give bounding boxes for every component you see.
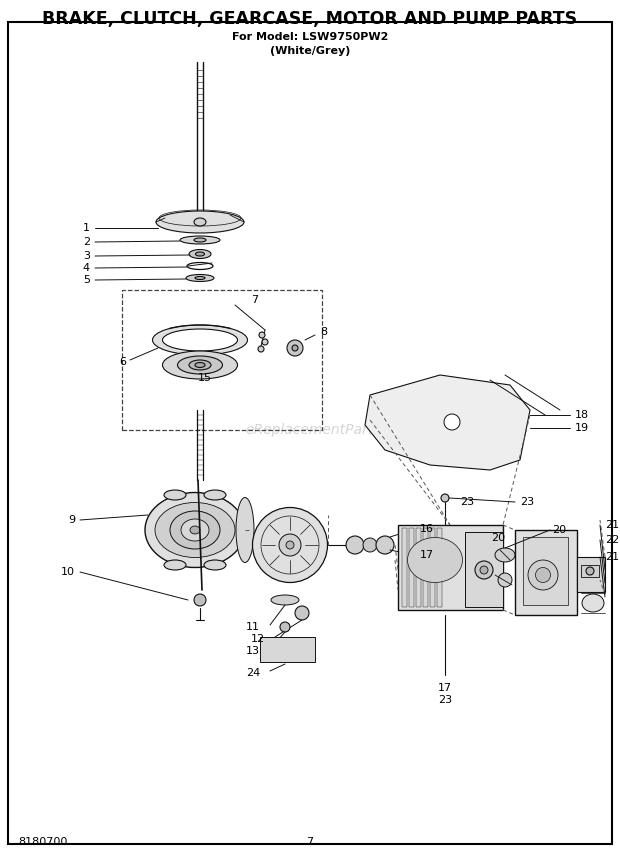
Text: 3: 3 bbox=[83, 251, 90, 261]
Ellipse shape bbox=[346, 536, 364, 554]
Ellipse shape bbox=[498, 573, 512, 587]
Ellipse shape bbox=[162, 351, 237, 379]
Ellipse shape bbox=[156, 211, 244, 233]
Text: 13: 13 bbox=[246, 646, 260, 656]
Ellipse shape bbox=[164, 560, 186, 570]
Text: 21: 21 bbox=[605, 552, 619, 562]
Ellipse shape bbox=[164, 490, 186, 500]
Ellipse shape bbox=[363, 538, 377, 552]
Text: 17: 17 bbox=[438, 683, 452, 693]
Ellipse shape bbox=[480, 566, 488, 574]
Ellipse shape bbox=[528, 560, 558, 590]
Text: 8180700: 8180700 bbox=[18, 837, 68, 847]
Text: BRAKE, CLUTCH, GEARCASE, MOTOR AND PUMP PARTS: BRAKE, CLUTCH, GEARCASE, MOTOR AND PUMP … bbox=[42, 10, 578, 28]
Circle shape bbox=[259, 332, 265, 338]
Bar bbox=[577, 557, 605, 592]
Ellipse shape bbox=[194, 218, 206, 226]
Ellipse shape bbox=[194, 238, 206, 242]
Ellipse shape bbox=[252, 508, 327, 582]
Ellipse shape bbox=[162, 329, 237, 351]
Text: 2: 2 bbox=[83, 237, 90, 247]
Text: 24: 24 bbox=[246, 668, 260, 678]
Ellipse shape bbox=[186, 275, 214, 282]
Ellipse shape bbox=[204, 490, 226, 500]
Ellipse shape bbox=[475, 561, 493, 579]
Ellipse shape bbox=[145, 492, 245, 568]
Text: (White/Grey): (White/Grey) bbox=[270, 46, 350, 56]
Circle shape bbox=[444, 414, 460, 430]
Ellipse shape bbox=[495, 548, 515, 562]
Ellipse shape bbox=[177, 356, 223, 374]
Ellipse shape bbox=[195, 362, 205, 367]
Text: 18: 18 bbox=[575, 410, 589, 420]
Ellipse shape bbox=[155, 502, 235, 557]
Text: 16: 16 bbox=[420, 524, 434, 534]
Ellipse shape bbox=[190, 526, 200, 534]
Text: 8: 8 bbox=[320, 327, 327, 337]
Bar bbox=[581, 565, 599, 577]
Text: 1: 1 bbox=[83, 223, 90, 233]
Text: 7: 7 bbox=[306, 837, 314, 847]
Ellipse shape bbox=[153, 325, 247, 355]
Bar bbox=[398, 525, 503, 610]
Text: 9: 9 bbox=[68, 515, 75, 525]
Bar bbox=[523, 537, 568, 605]
Bar bbox=[409, 528, 414, 607]
Bar bbox=[423, 528, 428, 607]
Circle shape bbox=[586, 567, 594, 575]
Text: 15: 15 bbox=[198, 373, 212, 383]
Text: 4: 4 bbox=[83, 263, 90, 273]
Text: 7: 7 bbox=[252, 295, 259, 305]
Text: 22: 22 bbox=[605, 535, 619, 545]
Circle shape bbox=[287, 340, 303, 356]
Ellipse shape bbox=[189, 360, 211, 370]
Text: 19: 19 bbox=[575, 423, 589, 433]
Ellipse shape bbox=[181, 519, 209, 541]
Circle shape bbox=[441, 494, 449, 502]
Bar bbox=[430, 528, 435, 607]
Text: 11: 11 bbox=[246, 622, 260, 632]
Text: 23: 23 bbox=[520, 497, 534, 507]
Bar bbox=[260, 637, 315, 662]
Ellipse shape bbox=[180, 236, 220, 244]
Circle shape bbox=[262, 339, 268, 345]
Text: 23: 23 bbox=[438, 695, 452, 705]
Circle shape bbox=[292, 345, 298, 351]
Ellipse shape bbox=[376, 536, 394, 554]
Circle shape bbox=[280, 622, 290, 632]
Text: 23: 23 bbox=[460, 497, 474, 507]
Text: 20: 20 bbox=[552, 525, 566, 535]
Text: 6: 6 bbox=[119, 357, 126, 367]
Ellipse shape bbox=[582, 594, 604, 612]
Bar bbox=[465, 532, 503, 607]
Text: 12: 12 bbox=[251, 634, 265, 644]
Text: eReplacementParts.com: eReplacementParts.com bbox=[246, 423, 415, 437]
Ellipse shape bbox=[271, 595, 299, 605]
Text: 10: 10 bbox=[61, 567, 75, 577]
Text: For Model: LSW9750PW2: For Model: LSW9750PW2 bbox=[232, 32, 388, 42]
Ellipse shape bbox=[195, 252, 205, 256]
Bar bbox=[402, 528, 407, 607]
Ellipse shape bbox=[204, 560, 226, 570]
Bar bbox=[416, 528, 421, 607]
Ellipse shape bbox=[170, 511, 220, 549]
Bar bbox=[122, 290, 322, 430]
Ellipse shape bbox=[236, 497, 254, 562]
Polygon shape bbox=[365, 375, 530, 470]
Bar bbox=[515, 530, 577, 615]
Ellipse shape bbox=[195, 276, 205, 280]
Circle shape bbox=[194, 594, 206, 606]
Ellipse shape bbox=[189, 249, 211, 259]
Text: 17: 17 bbox=[420, 550, 434, 560]
Ellipse shape bbox=[279, 534, 301, 556]
Text: 21: 21 bbox=[605, 520, 619, 530]
Ellipse shape bbox=[536, 568, 551, 582]
Ellipse shape bbox=[407, 538, 463, 582]
Circle shape bbox=[295, 606, 309, 620]
Text: 5: 5 bbox=[83, 275, 90, 285]
Circle shape bbox=[258, 346, 264, 352]
Bar bbox=[437, 528, 442, 607]
Text: 20: 20 bbox=[491, 533, 505, 543]
Ellipse shape bbox=[286, 541, 294, 549]
